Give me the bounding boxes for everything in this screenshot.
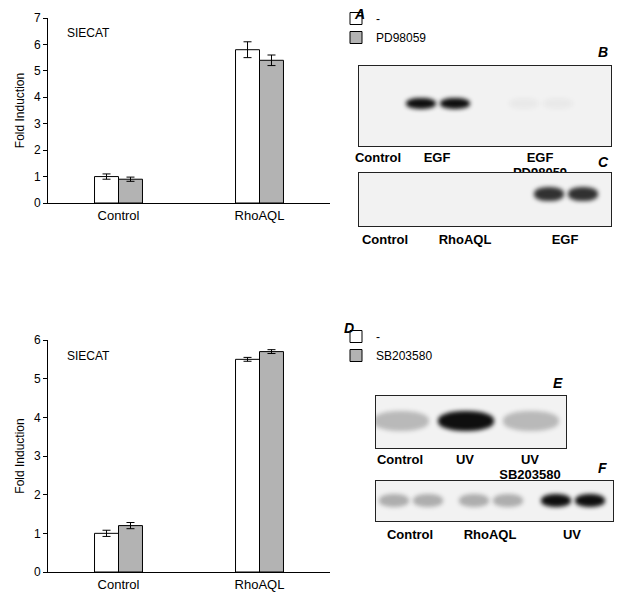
html-text:EGF: EGF [526, 150, 554, 165]
html-text:UV: UV [563, 527, 581, 542]
svg-text:SIECAT: SIECAT [67, 349, 110, 363]
svg-text:4: 4 [34, 90, 41, 104]
svg-text:RhoAQL: RhoAQL [235, 577, 285, 592]
svg-text:Control: Control [98, 208, 140, 223]
html-text:PD98059: PD98059 [512, 165, 568, 180]
svg-text:PD98059: PD98059 [376, 31, 426, 45]
svg-text:0: 0 [34, 565, 41, 579]
svg-text:0: 0 [34, 196, 41, 210]
svg-text:6: 6 [34, 333, 41, 347]
svg-text:Fold Induction: Fold Induction [13, 73, 27, 148]
html-text:B: B [598, 44, 609, 60]
svg-text:A: A [354, 6, 365, 22]
svg-text:RhoAQL: RhoAQL [235, 208, 285, 223]
svg-text:Fold Induction: Fold Induction [13, 418, 27, 493]
html-text:SB203580: SB203580 [499, 467, 561, 482]
html-text:C: C [598, 154, 609, 170]
html-text:EGF: EGF [423, 150, 451, 165]
html-text:RhoAQL: RhoAQL [438, 232, 492, 247]
html-text:F: F [598, 460, 607, 476]
svg-text:D: D [344, 320, 354, 336]
html-text:UV: UV [456, 452, 474, 467]
svg-text:6: 6 [34, 38, 41, 52]
svg-text:SIECAT: SIECAT [67, 26, 110, 40]
html-text:Control: Control [354, 150, 402, 165]
svg-text:2: 2 [34, 488, 41, 502]
html-text:Control: Control [376, 452, 424, 467]
svg-text:Control: Control [98, 577, 140, 592]
svg-text:7: 7 [34, 11, 41, 25]
svg-text:3: 3 [34, 449, 41, 463]
html-text:Control: Control [386, 527, 434, 542]
svg-text:1: 1 [34, 170, 41, 184]
svg-text:SB203580: SB203580 [376, 349, 432, 363]
html-text:Control: Control [361, 232, 409, 247]
svg-text:-: - [376, 330, 380, 344]
html-text:EGF: EGF [551, 232, 579, 247]
svg-text:3: 3 [34, 117, 41, 131]
svg-text:5: 5 [34, 64, 41, 78]
svg-text:5: 5 [34, 372, 41, 386]
svg-text:2: 2 [34, 143, 41, 157]
svg-text:-: - [376, 12, 380, 26]
svg-text:1: 1 [34, 527, 41, 541]
html-text:UV: UV [521, 452, 539, 467]
html-text:RhoAQL: RhoAQL [463, 527, 517, 542]
svg-text:4: 4 [34, 411, 41, 425]
html-text:E: E [553, 375, 563, 391]
